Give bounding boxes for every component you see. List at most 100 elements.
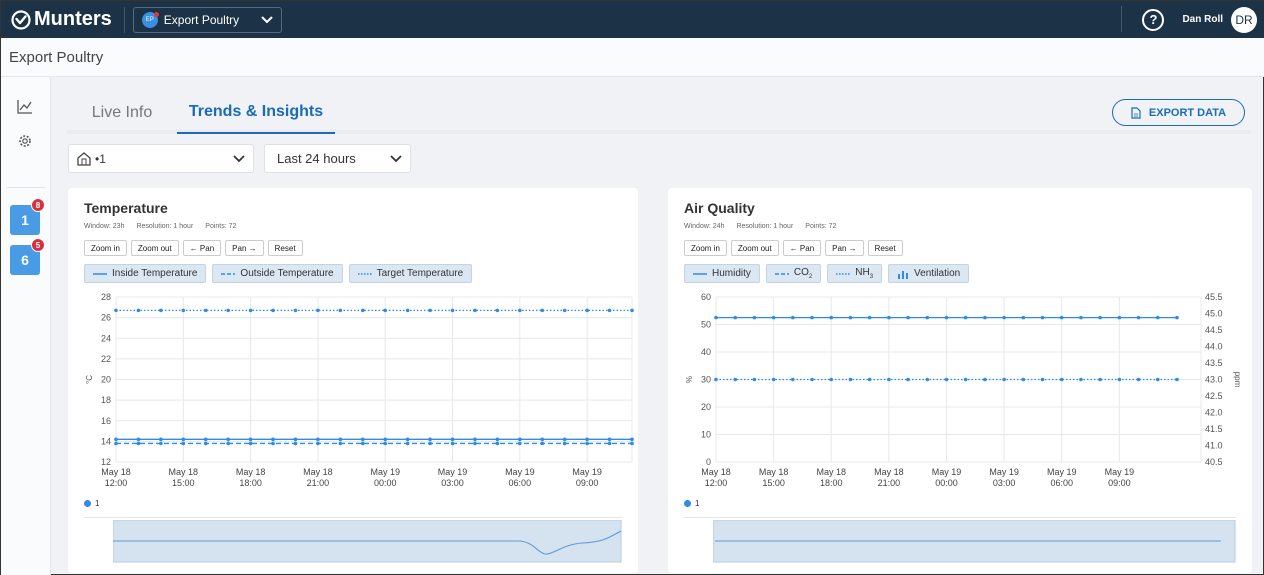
gear-icon[interactable]: [16, 132, 34, 150]
x-tick-label: 00:00: [374, 478, 397, 488]
data-point: [136, 437, 141, 442]
data-point: [203, 308, 208, 313]
data-point: [1079, 377, 1083, 382]
munters-logo[interactable]: Munters: [11, 8, 112, 31]
legend-target-temperature[interactable]: Target Temperature: [348, 264, 473, 283]
legend-nh3[interactable]: NH3: [827, 264, 883, 283]
data-point: [136, 308, 141, 313]
house-button-1[interactable]: 1 8: [10, 198, 45, 235]
pan-right-button[interactable]: Pan →: [225, 240, 264, 256]
data-point: [752, 377, 757, 382]
pan-right-button[interactable]: Pan →: [825, 240, 864, 256]
house-button-6[interactable]: 6 5: [10, 238, 45, 275]
zoom-out-button[interactable]: Zoom out: [130, 240, 179, 256]
data-point: [867, 377, 872, 382]
data-point: [495, 441, 500, 446]
farm-selector[interactable]: EP Export Poultry: [132, 6, 282, 33]
data-point: [518, 437, 522, 442]
navigator-line: [113, 530, 622, 555]
legend-ventilation[interactable]: Ventilation: [888, 264, 970, 283]
x-tick-label: May 19: [1105, 467, 1135, 477]
legend-inside-temperature[interactable]: Inside Temperature: [84, 264, 207, 283]
y-tick-label: 26: [101, 313, 111, 323]
time-range-select[interactable]: Last 24 hours: [264, 144, 411, 173]
legend-label: NH3: [855, 267, 873, 280]
x-tick-label: May 18: [236, 467, 266, 477]
zoom-in-button[interactable]: Zoom in: [84, 240, 127, 256]
user-name[interactable]: Dan Roll: [1182, 14, 1223, 25]
temperature-navigator[interactable]: [113, 520, 623, 564]
data-point: [1021, 377, 1026, 382]
data-point: [428, 437, 432, 442]
data-point: [1117, 377, 1122, 382]
y2-tick-label: 42.0: [1205, 408, 1223, 418]
house-icon: [77, 151, 91, 166]
series-legend[interactable]: 1: [684, 499, 699, 508]
export-data-button[interactable]: EXPORT DATA: [1112, 99, 1245, 126]
data-point: [383, 308, 388, 313]
y-tick-label: 28: [101, 292, 111, 302]
data-point: [1155, 377, 1160, 382]
series-dot: [84, 500, 91, 507]
data-point: [562, 441, 567, 446]
tab-trends-insights[interactable]: Trends & Insights: [177, 92, 335, 134]
y2-axis-label: ppm: [1233, 372, 1242, 388]
avatar[interactable]: DR: [1231, 6, 1257, 33]
house-filter[interactable]: •1: [68, 144, 254, 173]
y-tick-label: 30: [701, 375, 711, 385]
pan-left-button[interactable]: ← Pan: [182, 240, 222, 256]
series-legend[interactable]: 1: [84, 499, 99, 508]
y-tick-label: 20: [101, 375, 111, 385]
temperature-card: Temperature Window: 23h Resolution: 1 ho…: [68, 188, 638, 573]
legend-co2[interactable]: CO2: [765, 264, 822, 283]
data-point: [791, 315, 795, 320]
data-point: [248, 437, 253, 442]
chevron-down-icon: [233, 154, 245, 162]
data-point: [405, 441, 410, 446]
x-tick-label: 21:00: [878, 478, 901, 488]
help-icon[interactable]: ?: [1142, 8, 1165, 31]
data-point: [226, 308, 230, 313]
zoom-out-button[interactable]: Zoom out: [730, 240, 779, 256]
legend-outside-temperature[interactable]: Outside Temperature: [212, 264, 343, 283]
legend-label: Outside Temperature: [240, 268, 334, 279]
data-point: [226, 441, 230, 446]
data-point: [473, 441, 477, 446]
points-info: Points: 72: [805, 223, 837, 230]
air-quality-card: Air Quality Window: 24h Resolution: 1 ho…: [668, 188, 1252, 573]
data-point: [383, 437, 388, 442]
data-point: [114, 437, 118, 442]
y2-tick-label: 43.0: [1205, 375, 1223, 385]
legend-humidity[interactable]: Humidity: [684, 264, 760, 283]
data-point: [181, 437, 186, 442]
data-point: [887, 377, 891, 382]
window-info: Window: 23h: [84, 223, 125, 230]
reset-button[interactable]: Reset: [267, 240, 303, 256]
x-tick-label: 15:00: [172, 478, 195, 488]
x-tick-label: May 19: [438, 467, 468, 477]
divider: [123, 6, 125, 33]
y-tick-label: 14: [101, 436, 111, 446]
solid-line-icon: [93, 272, 107, 275]
y-tick-label: 10: [701, 430, 711, 440]
card-title: Temperature: [84, 200, 168, 216]
zoom-in-button[interactable]: Zoom in: [684, 240, 727, 256]
data-point: [791, 377, 795, 382]
data-point: [360, 437, 365, 442]
data-point: [1059, 377, 1064, 382]
reset-button[interactable]: Reset: [867, 240, 903, 256]
data-point: [714, 377, 718, 382]
tab-live-info[interactable]: Live Info: [91, 104, 153, 121]
x-tick-label: 09:00: [576, 478, 599, 488]
data-point: [271, 308, 275, 313]
trends-chart-icon[interactable]: [16, 98, 34, 116]
data-point: [906, 377, 910, 382]
data-point: [518, 308, 522, 313]
data-point: [203, 437, 208, 442]
air-quality-navigator[interactable]: [713, 520, 1237, 564]
pan-left-button[interactable]: ← Pan: [782, 240, 822, 256]
data-point: [338, 437, 343, 442]
data-point: [181, 441, 186, 446]
